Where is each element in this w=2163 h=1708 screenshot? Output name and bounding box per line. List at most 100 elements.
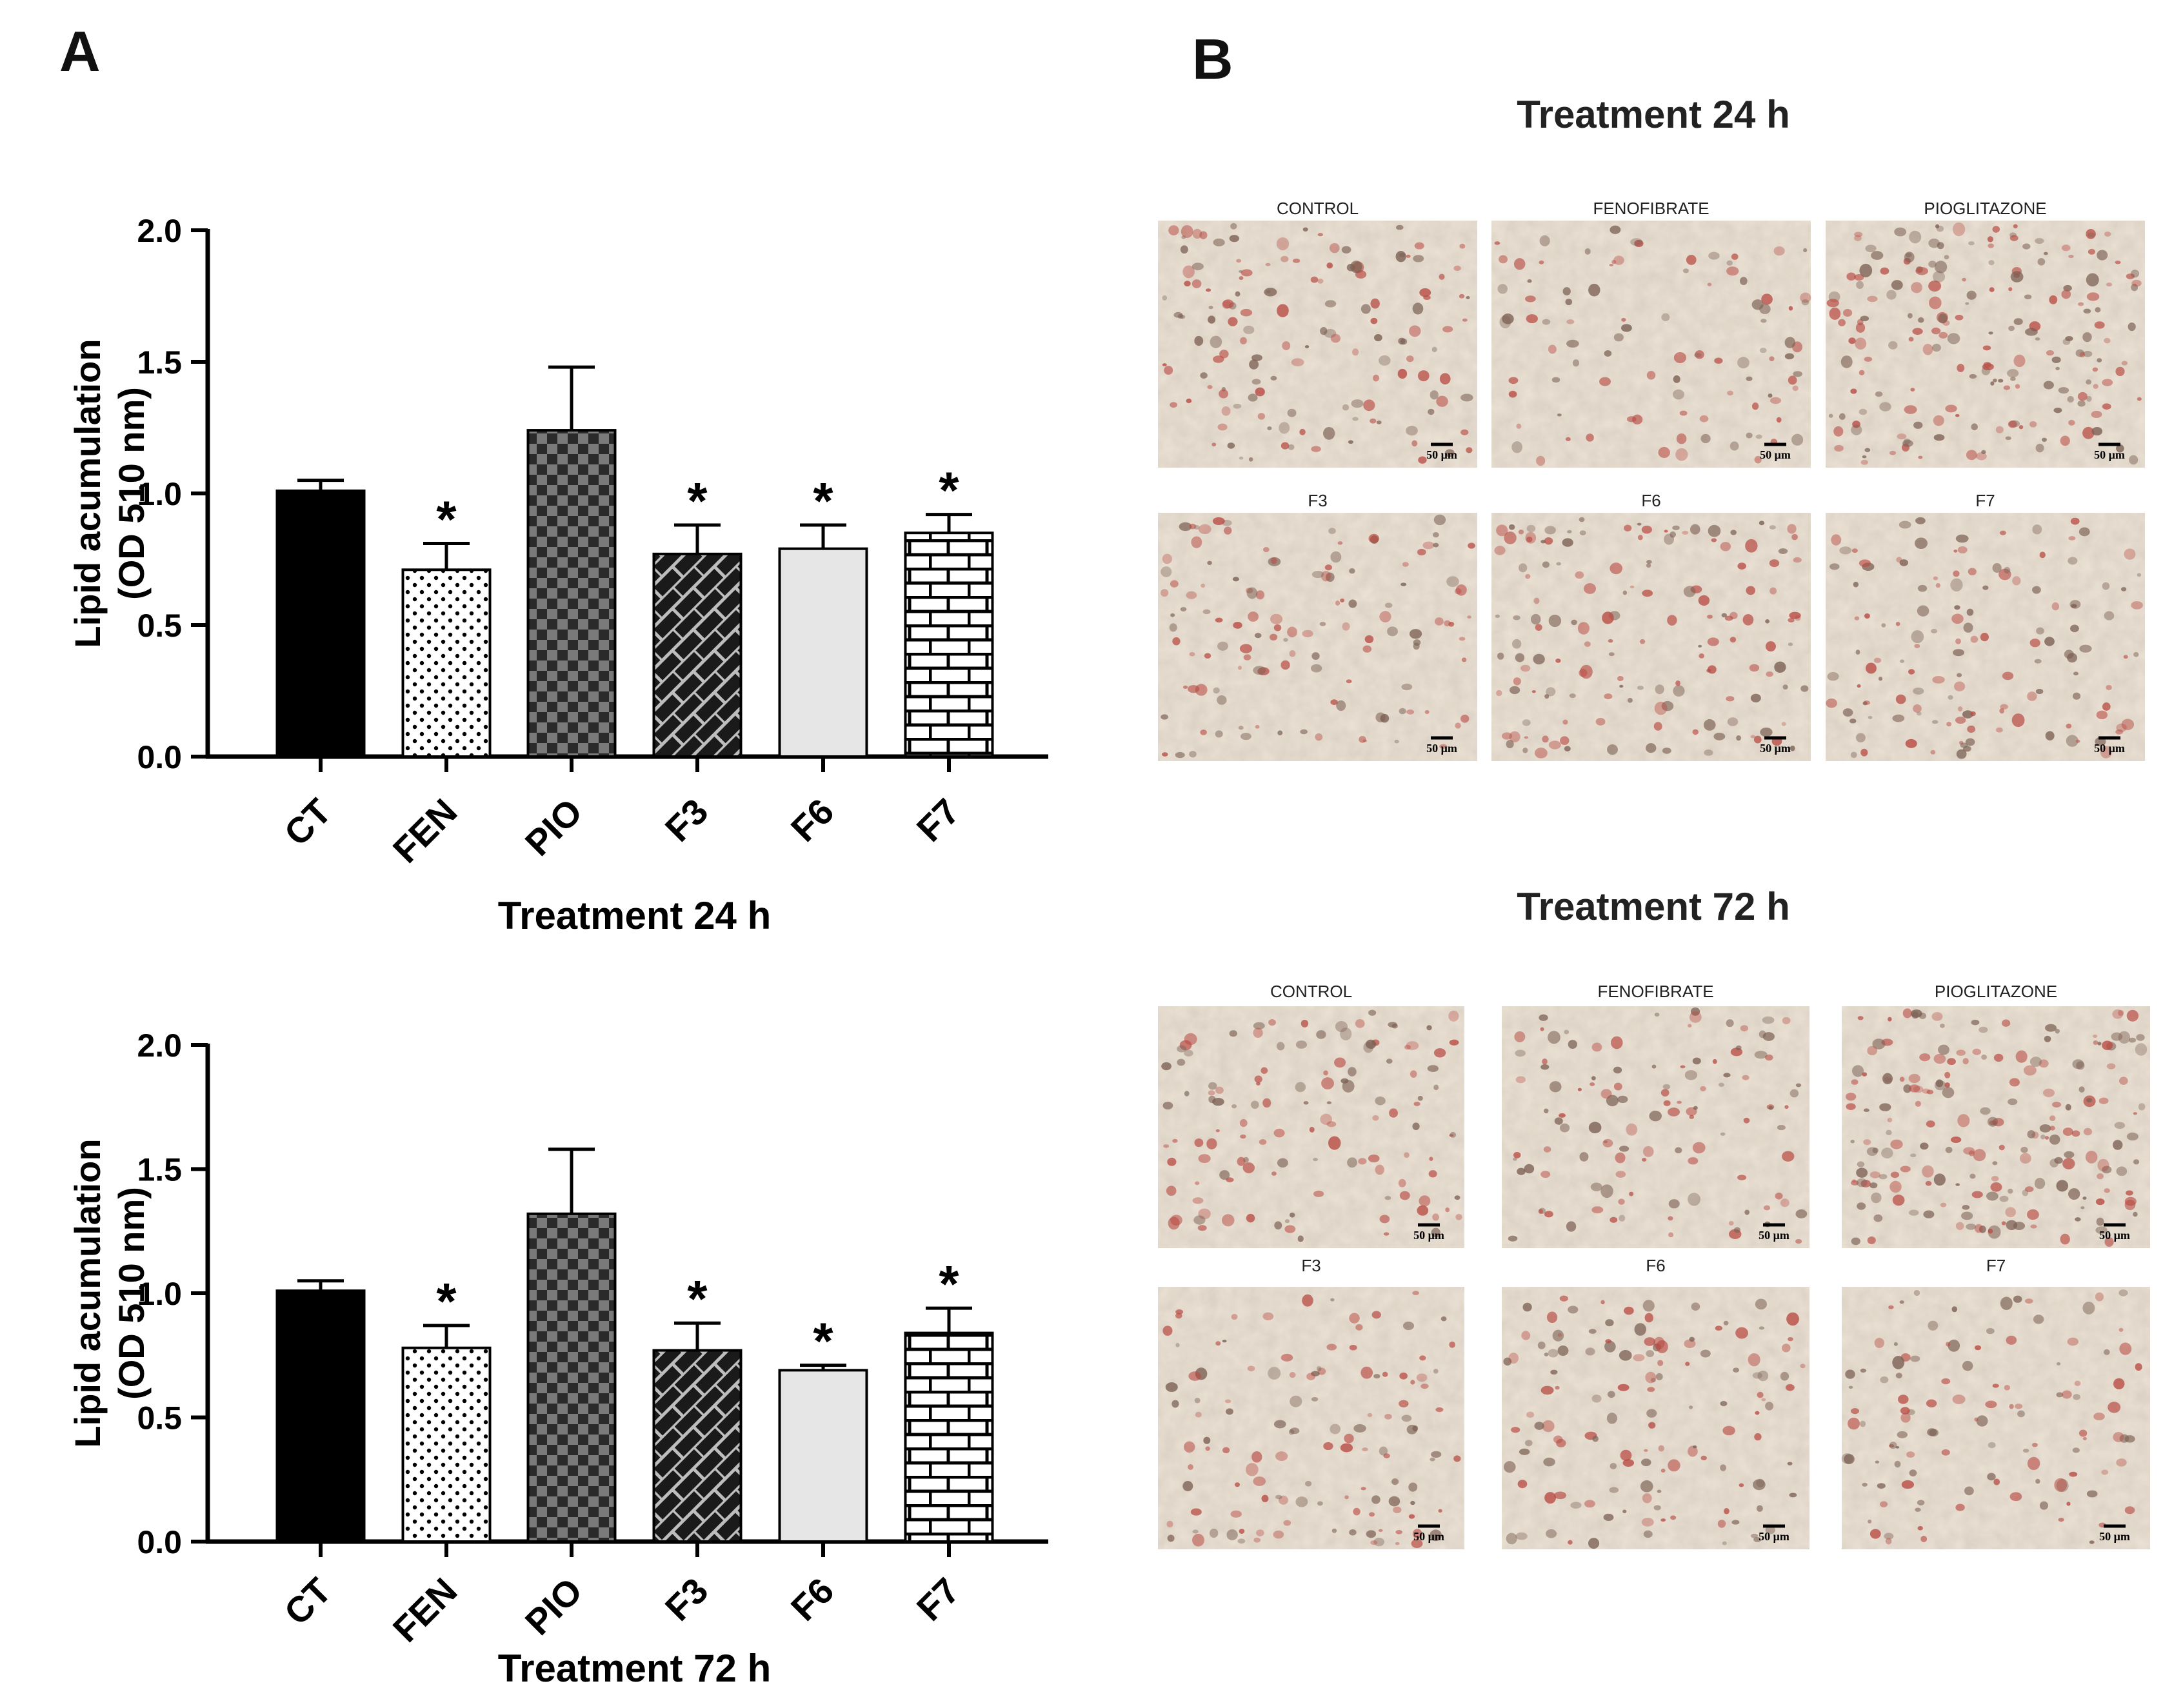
x-axis-title: Treatment 72 h bbox=[498, 1647, 772, 1690]
micrograph-label: PIOGLITAZONE bbox=[1924, 199, 2046, 218]
panel-a-letter: A bbox=[59, 19, 101, 83]
x-category-label: PIO bbox=[517, 791, 590, 864]
scale-bar-label: 50 μm bbox=[1760, 742, 1791, 755]
micrograph-label: CONTROL bbox=[1270, 982, 1352, 1001]
micrograph-f6: F6 50 μm bbox=[1502, 1256, 1809, 1549]
y-tick-label: 0.0 bbox=[137, 1524, 182, 1560]
stain-droplets bbox=[1162, 1291, 1461, 1549]
micrograph-f6: F6 50 μm bbox=[1491, 491, 1811, 761]
y-axis-label: Lipid acumulation (OD 510 nm) bbox=[67, 339, 152, 648]
y-ticks: 0.0 0.5 1.0 1.5 2.0 bbox=[137, 1028, 951, 1560]
micrograph-fenofibrate: FENOFIBRATE 50 μm bbox=[1502, 982, 1809, 1248]
bar-f6 bbox=[778, 547, 868, 758]
significance-star: * bbox=[813, 472, 833, 530]
y-tick-label: 1.0 bbox=[137, 476, 182, 512]
micrograph-f3: F3 50 μm bbox=[1158, 1256, 1464, 1549]
micrograph-texture bbox=[1491, 513, 1811, 761]
y-axis-label-line1: Lipid acumulation bbox=[67, 1138, 108, 1447]
micrograph-texture bbox=[1842, 1006, 2150, 1248]
stain-droplets bbox=[1841, 1289, 2142, 1545]
micrograph-f7: F7 50 μm bbox=[1826, 491, 2145, 761]
stain-droplets bbox=[1503, 1295, 1806, 1549]
bar-fen bbox=[401, 1346, 492, 1543]
bar-fen bbox=[401, 568, 492, 758]
x-category-label: F3 bbox=[657, 1570, 716, 1629]
micrograph-texture bbox=[1491, 221, 1811, 468]
bar-ct bbox=[275, 489, 366, 758]
y-axis-label: Lipid acumulation (OD 510 nm) bbox=[67, 1138, 152, 1447]
micrograph-texture bbox=[1502, 1006, 1809, 1248]
significance-star: * bbox=[436, 1273, 457, 1330]
bar-pio bbox=[526, 429, 617, 759]
micrograph-texture bbox=[1842, 1287, 2150, 1549]
x-category-label: F3 bbox=[657, 791, 716, 849]
y-tick-label: 2.0 bbox=[137, 1028, 182, 1064]
x-category-label: F6 bbox=[783, 791, 842, 849]
micrograph-group-72h: Treatment 72 h CONTROL 50 μm FENOFIBRATE 50… bbox=[1158, 885, 2150, 1549]
bars: * * * * bbox=[275, 365, 994, 759]
stain-droplets bbox=[1161, 514, 1475, 759]
micrograph-group-24h: Treatment 24 h CONTROL 50 μm FENOFIBRATE 50… bbox=[1158, 93, 2145, 761]
micrograph-pioglitazone: PIOGLITAZONE 50 μm bbox=[1826, 199, 2145, 468]
micrograph-texture bbox=[1826, 221, 2145, 468]
panel-b-letter: B bbox=[1192, 27, 1233, 91]
stain-droplets bbox=[1161, 1009, 1462, 1242]
x-category-label: F7 bbox=[909, 1570, 968, 1629]
y-axis-label-line2: (OD 510 nm) bbox=[111, 1187, 152, 1400]
micrograph-label: PIOGLITAZONE bbox=[1935, 982, 2057, 1001]
micrograph-label: F6 bbox=[1641, 491, 1660, 510]
x-axis-title: Treatment 24 h bbox=[498, 894, 772, 937]
scale-bar-label: 50 μm bbox=[1413, 1530, 1444, 1543]
micrograph-control: CONTROL 50 μm bbox=[1158, 982, 1464, 1248]
scale-bar-label: 50 μm bbox=[2094, 448, 2125, 461]
micrograph-texture bbox=[1158, 221, 1477, 468]
scale-bar-label: 50 μm bbox=[2099, 1530, 2130, 1543]
x-categories: CT FEN PIO F3 F6 F7 bbox=[276, 791, 967, 871]
x-category-label: FEN bbox=[385, 791, 465, 871]
significance-star: * bbox=[687, 1270, 708, 1327]
bar-chart-72h: * * * * 0.0 0.5 1.0 1.5 2.0 CT FEN PIO F3 F6 F7 Lipi… bbox=[67, 1028, 1048, 1690]
y-tick-label: 0.0 bbox=[137, 739, 182, 775]
x-category-label: CT bbox=[276, 791, 339, 853]
bar-f3 bbox=[652, 552, 743, 759]
bar-f3 bbox=[652, 1349, 743, 1544]
micrograph-fenofibrate: FENOFIBRATE 50 μm bbox=[1491, 199, 1811, 468]
micrograph-f3: F3 50 μm bbox=[1158, 491, 1477, 761]
y-tick-label: 2.0 bbox=[137, 213, 182, 249]
y-axis-label-line2: (OD 510 nm) bbox=[111, 387, 152, 600]
bars: * * * * bbox=[275, 1147, 994, 1544]
scale-bar-label: 50 μm bbox=[1760, 448, 1791, 461]
stain-droplets bbox=[1494, 225, 1811, 466]
bar-f7 bbox=[904, 531, 994, 758]
significance-star: * bbox=[436, 491, 457, 548]
x-category-label: FEN bbox=[385, 1570, 465, 1650]
x-category-label: F6 bbox=[783, 1570, 842, 1629]
micrograph-control: CONTROL 50 μm bbox=[1158, 199, 1477, 468]
scale-bar-label: 50 μm bbox=[1426, 742, 1457, 755]
scale-bar-label: 50 μm bbox=[1426, 448, 1457, 461]
bar-f6 bbox=[778, 1369, 868, 1544]
micrograph-label: FENOFIBRATE bbox=[1597, 982, 1713, 1001]
x-category-label: PIO bbox=[517, 1570, 590, 1643]
micrograph-title-72h: Treatment 72 h bbox=[1517, 885, 1790, 928]
micrograph-label: CONTROL bbox=[1277, 199, 1359, 218]
micrograph-texture bbox=[1158, 1287, 1464, 1549]
y-tick-label: 1.5 bbox=[137, 1152, 182, 1188]
scale-bar-label: 50 μm bbox=[1759, 1229, 1789, 1242]
significance-star: * bbox=[939, 462, 959, 519]
y-tick-label: 1.5 bbox=[137, 344, 182, 381]
y-axis-label-line1: Lipid acumulation bbox=[67, 339, 108, 648]
bar-ct bbox=[275, 1289, 366, 1544]
micrograph-texture bbox=[1158, 513, 1477, 761]
significance-star: * bbox=[687, 472, 708, 530]
y-tick-label: 1.0 bbox=[137, 1276, 182, 1312]
stain-droplets bbox=[1846, 1008, 2148, 1247]
x-category-label: F7 bbox=[909, 791, 968, 849]
scale-bar-label: 50 μm bbox=[1759, 1530, 1789, 1543]
scale-bar-label: 50 μm bbox=[1413, 1229, 1444, 1242]
significance-star: * bbox=[939, 1255, 959, 1313]
y-tick-label: 0.5 bbox=[137, 608, 182, 644]
micrograph-title-24h: Treatment 24 h bbox=[1517, 93, 1790, 136]
y-tick-label: 0.5 bbox=[137, 1400, 182, 1436]
